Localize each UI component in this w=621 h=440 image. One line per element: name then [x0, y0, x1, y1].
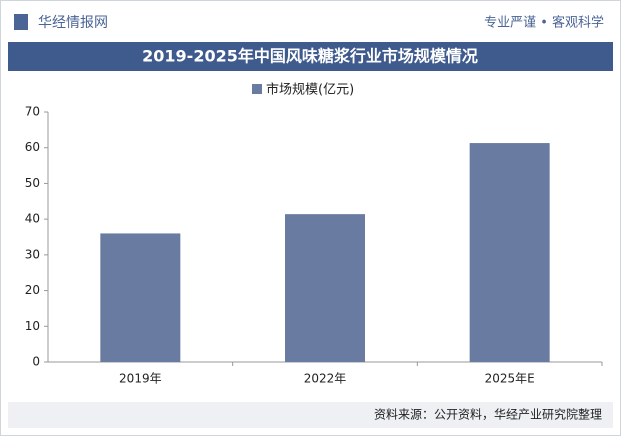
source: 资料来源：公开资料，华经产业研究院整理 — [374, 407, 602, 422]
legend-label: 市场规模(亿元) — [266, 82, 354, 98]
y-tick-label: 50 — [25, 176, 40, 190]
y-tick-label: 10 — [25, 319, 40, 333]
chart-title: 2019-2025年中国风味糖浆行业市场规模情况 — [142, 47, 478, 66]
legend-swatch — [252, 84, 262, 94]
y-tick-label: 20 — [25, 283, 40, 297]
brand: 华经情报网 — [38, 15, 108, 31]
slogan: 专业严谨 • 客观科学 — [484, 15, 604, 31]
bar — [469, 143, 550, 362]
bar — [285, 214, 365, 362]
y-tick-label: 40 — [25, 212, 40, 226]
y-tick-label: 30 — [25, 247, 40, 261]
x-tick-label: 2019年 — [119, 372, 162, 386]
title-bar — [8, 42, 613, 71]
y-tick-label: 70 — [25, 105, 40, 119]
x-tick-label: 2022年 — [304, 372, 347, 386]
y-tick-label: 0 — [32, 355, 40, 369]
footer-bar — [8, 402, 613, 428]
bar — [100, 233, 181, 362]
x-tick-label: 2025年E — [485, 372, 535, 386]
y-tick-label: 60 — [25, 140, 40, 154]
logo-icon — [14, 14, 28, 30]
